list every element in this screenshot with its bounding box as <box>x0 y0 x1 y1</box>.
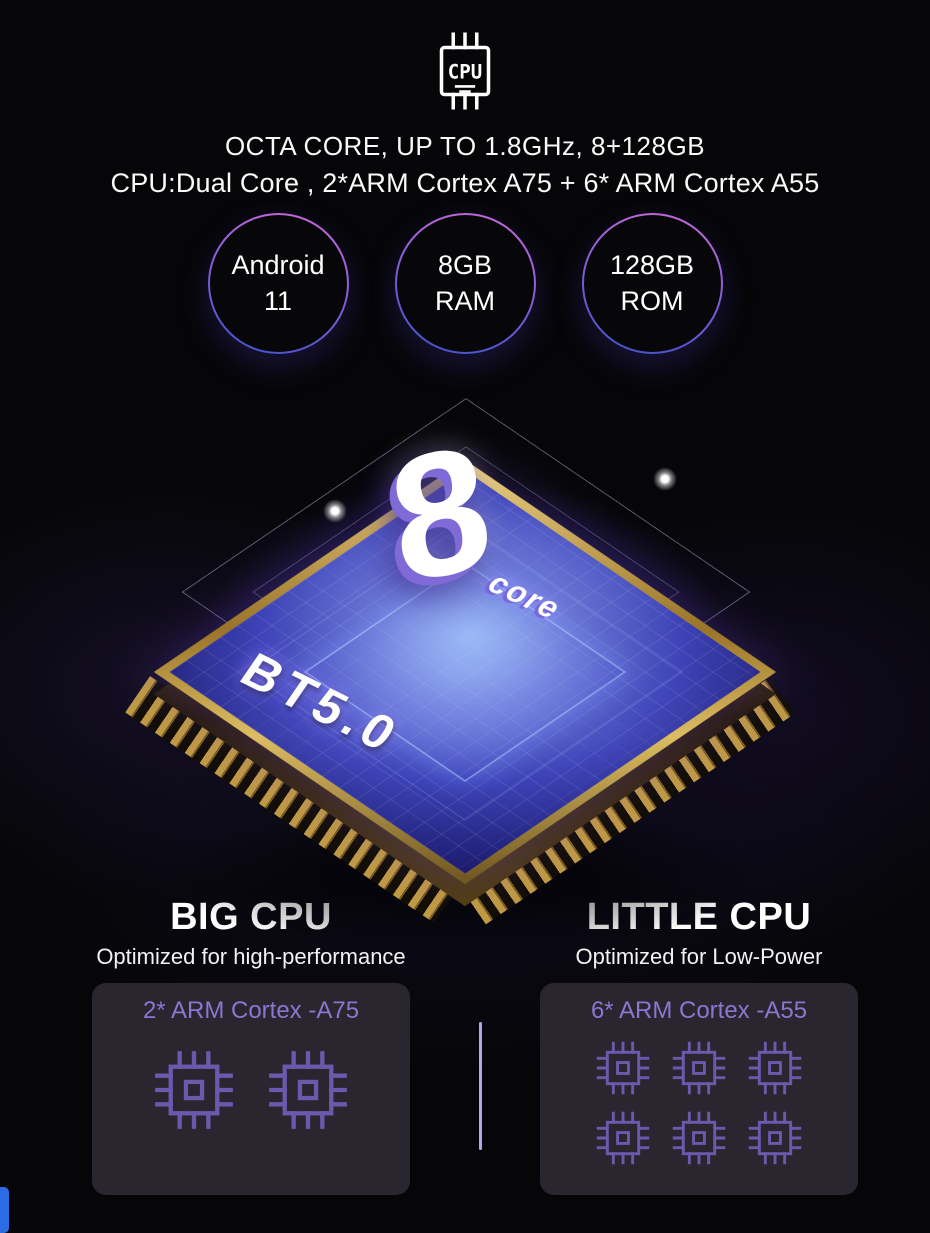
vertical-divider <box>479 1022 482 1150</box>
badge-line2: ROM <box>620 285 684 316</box>
badge-ram: 8GB RAM <box>394 213 536 354</box>
cpu-chip-icon: CPU <box>418 24 512 118</box>
corner-blue-bar <box>0 1187 9 1233</box>
processor-chip-icon <box>746 1109 804 1167</box>
badge-rom: 128GB ROM <box>581 213 723 354</box>
spec-badges: Android 11 8GB RAM 128GB ROM <box>0 213 930 354</box>
processor-chip-icon <box>670 1039 728 1097</box>
cpu-icon-label: CPU <box>448 60 482 83</box>
headline: OCTA CORE, UP TO 1.8GHz, 8+128GB <box>224 131 706 161</box>
processor-chip-icon <box>670 1109 728 1167</box>
big-cpu-card: 2* ARM Cortex -A75 <box>92 982 410 1195</box>
sparkle-glint <box>322 498 348 524</box>
processor-chip-icon <box>265 1047 351 1133</box>
processor-chip-icon <box>594 1039 652 1097</box>
little-cpu-chip-icons <box>540 1039 858 1167</box>
processor-chip-icon <box>594 1109 652 1167</box>
badge-line1: 128GB <box>609 249 695 280</box>
chip-3d-illustration: 8 core BT5.0 <box>0 382 930 952</box>
badge-android: Android 11 <box>207 213 349 354</box>
sparkle-glint <box>652 466 678 492</box>
little-cpu-card-label: 6* ARM Cortex -A55 <box>590 996 808 1024</box>
big-cpu-chip-icons <box>92 1047 410 1133</box>
little-cpu-card: 6* ARM Cortex -A55 <box>540 982 858 1195</box>
processor-chip-icon <box>746 1039 804 1097</box>
subheadline: CPU:Dual Core , 2*ARM Cortex A75 + 6* AR… <box>110 168 820 198</box>
badge-line1: 8GB <box>437 249 493 280</box>
processor-chip-icon <box>151 1047 237 1133</box>
little-cpu-section: LITTLE CPU Optimized for Low-Power 6* AR… <box>540 896 858 1195</box>
badge-line2: 11 <box>263 285 293 316</box>
badge-line1: Android <box>231 249 325 280</box>
badge-line2: RAM <box>435 285 495 316</box>
big-cpu-card-label: 2* ARM Cortex -A75 <box>142 996 360 1024</box>
